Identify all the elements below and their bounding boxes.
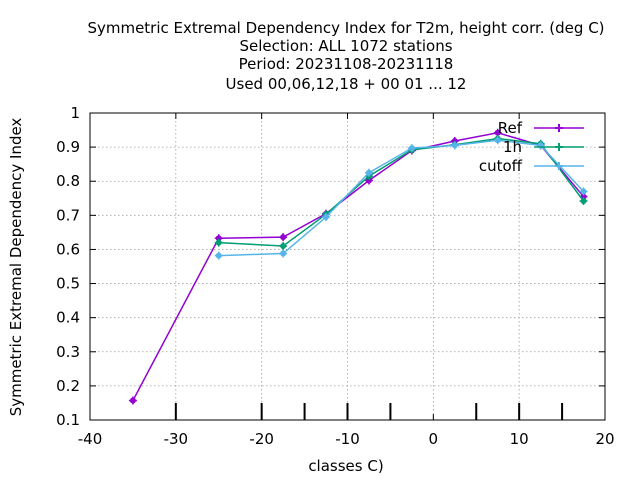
tick-labels: -40 -30 -20 -10 0 10 20 0.1 0.2 0.3 0.4 0.5 0.6 0.7 0.… — [56, 104, 614, 448]
data-point — [579, 187, 588, 196]
data-point — [214, 251, 223, 260]
series-cutoff — [214, 136, 588, 260]
series-1h — [214, 134, 588, 251]
grid — [90, 113, 605, 420]
y-tick-label: 1 — [70, 104, 80, 122]
x-axis-label: classes C) — [308, 457, 383, 475]
data-point — [493, 136, 502, 145]
x-tick-label: 0 — [429, 430, 439, 448]
data-point — [364, 168, 373, 177]
title-line-2: Selection: ALL 1072 stations — [239, 37, 452, 55]
x-tick-label: 10 — [510, 430, 529, 448]
legend-entry-cutoff: cutoff — [479, 157, 584, 175]
y-tick-label: 0.5 — [56, 275, 80, 293]
series-line — [132, 132, 585, 401]
legend-entry-ref: Ref — [498, 119, 584, 137]
data-point — [450, 141, 459, 150]
x-tick-label: -20 — [249, 430, 274, 448]
y-tick-label: 0.2 — [56, 377, 80, 395]
x-tick-label: -30 — [164, 430, 189, 448]
y-tick-label: 0.1 — [56, 411, 80, 429]
x-tick-label: -10 — [335, 430, 360, 448]
chart-title: Symmetric Extremal Dependency Index for … — [87, 19, 604, 93]
title-line-4: Used 00,06,12,18 + 00 01 ... 12 — [226, 75, 467, 93]
data-point — [279, 242, 288, 251]
data-point — [407, 144, 416, 153]
legend-entry-1h: 1h — [503, 138, 584, 156]
y-tick-label: 0.7 — [56, 206, 80, 224]
data-point — [279, 249, 288, 258]
x-minor-marks — [174, 403, 564, 420]
data-point — [128, 396, 137, 405]
series-group — [128, 128, 588, 405]
data-point — [579, 197, 588, 206]
title-line-3: Period: 20231108-20231118 — [239, 55, 454, 73]
x-tick-label: -40 — [78, 430, 103, 448]
y-tick-label: 0.9 — [56, 138, 80, 156]
y-tick-label: 0.6 — [56, 240, 80, 258]
data-point — [279, 233, 288, 242]
data-point — [214, 238, 223, 247]
data-point — [322, 213, 331, 222]
x-tick-label: 20 — [595, 430, 614, 448]
legend-label: Ref — [498, 119, 523, 137]
y-tick-label: 0.4 — [56, 309, 80, 327]
plot-frame — [89, 112, 606, 421]
title-line-1: Symmetric Extremal Dependency Index for … — [87, 19, 604, 37]
legend-label: 1h — [503, 138, 522, 156]
y-tick-label: 0.3 — [56, 343, 80, 361]
y-tick-label: 0.8 — [56, 172, 80, 190]
legend-label: cutoff — [479, 157, 523, 175]
y-axis-label: Symmetric Extremal Dependency Index — [7, 118, 25, 417]
